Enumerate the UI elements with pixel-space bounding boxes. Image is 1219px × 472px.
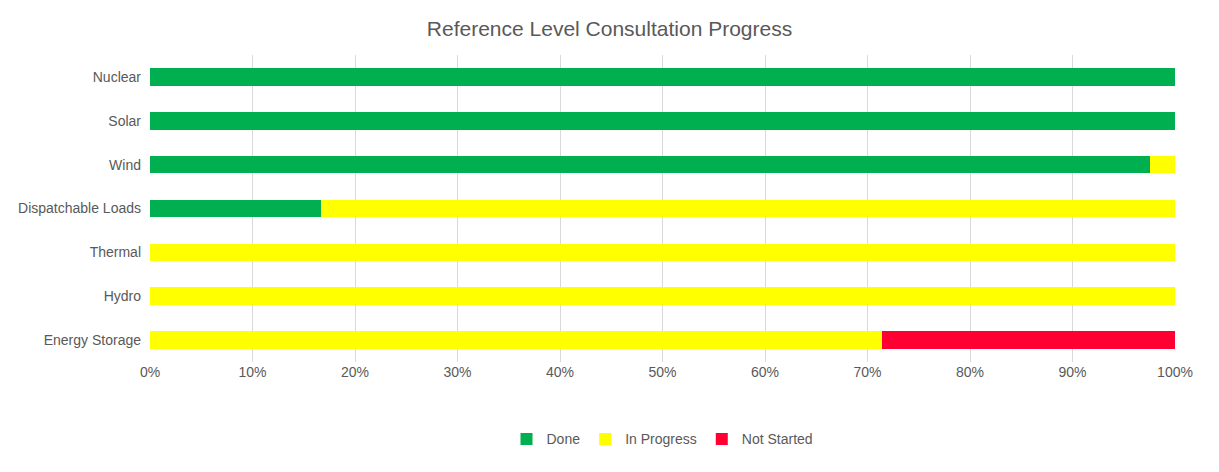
svg-text:Thermal: Thermal [90,244,141,260]
svg-text:90%: 90% [1058,364,1086,380]
svg-text:40%: 40% [546,364,574,380]
svg-text:80%: 80% [956,364,984,380]
svg-text:Solar: Solar [108,113,141,129]
svg-text:Done: Done [547,431,581,447]
svg-text:10%: 10% [238,364,266,380]
svg-text:Wind: Wind [109,157,141,173]
svg-text:20%: 20% [341,364,369,380]
svg-text:In Progress: In Progress [625,431,697,447]
svg-text:Dispatchable Loads: Dispatchable Loads [18,200,141,216]
svg-text:Energy Storage: Energy Storage [44,332,141,348]
svg-text:30%: 30% [443,364,471,380]
svg-text:Nuclear: Nuclear [93,69,142,85]
svg-text:0%: 0% [140,364,160,380]
svg-text:100%: 100% [1157,364,1193,380]
svg-text:50%: 50% [648,364,676,380]
svg-text:Not Started: Not Started [742,431,813,447]
svg-text:60%: 60% [751,364,779,380]
svg-text:70%: 70% [853,364,881,380]
svg-text:Hydro: Hydro [104,288,142,304]
svg-text:Reference Level Consultation P: Reference Level Consultation Progress [427,17,792,40]
